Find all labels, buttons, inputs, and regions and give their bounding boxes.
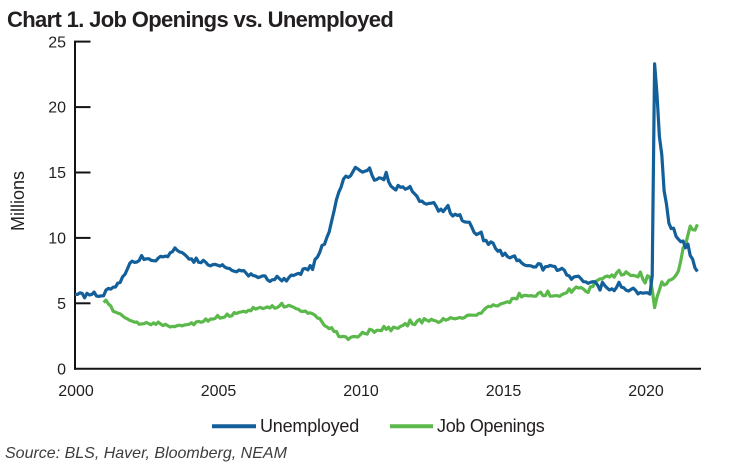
svg-text:25: 25	[48, 34, 66, 51]
svg-text:2015: 2015	[486, 383, 522, 400]
svg-text:2010: 2010	[343, 383, 379, 400]
svg-text:Unemployed: Unemployed	[260, 416, 359, 436]
svg-text:Job Openings: Job Openings	[437, 416, 545, 436]
svg-text:Millions: Millions	[8, 171, 28, 231]
svg-text:2005: 2005	[201, 383, 237, 400]
svg-text:Chart 1. Job Openings vs. Unem: Chart 1. Job Openings vs. Unemployed	[7, 7, 393, 32]
svg-text:2020: 2020	[628, 383, 664, 400]
svg-text:Source: BLS, Haver, Bloomberg,: Source: BLS, Haver, Bloomberg, NEAM	[5, 445, 288, 462]
svg-text:5: 5	[57, 296, 66, 313]
svg-text:10: 10	[48, 231, 66, 248]
svg-text:20: 20	[48, 100, 66, 117]
svg-text:2000: 2000	[58, 383, 94, 400]
svg-text:15: 15	[48, 165, 66, 182]
svg-text:0: 0	[57, 361, 66, 378]
